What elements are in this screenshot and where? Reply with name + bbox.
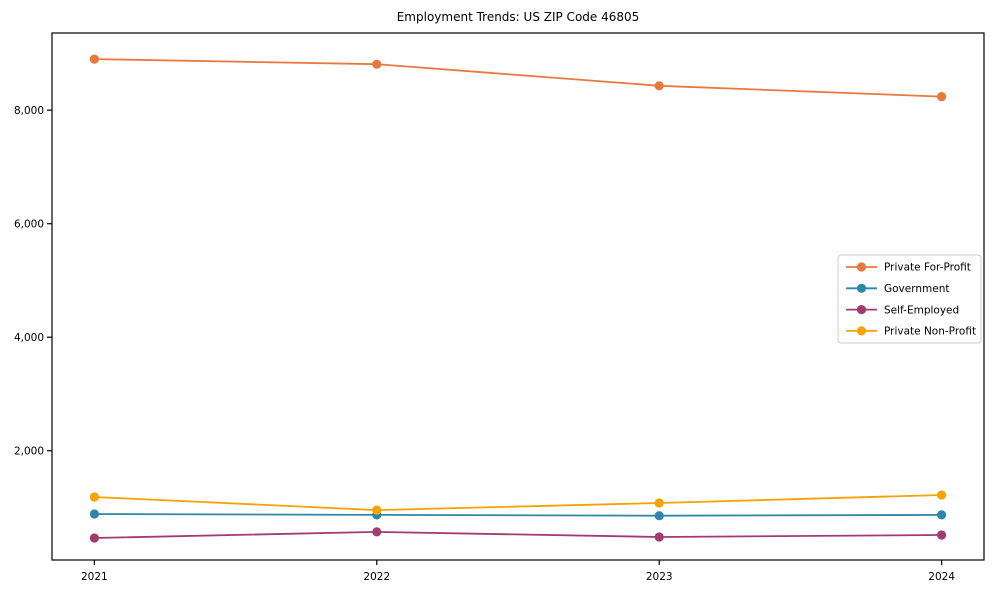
legend-marker-private-for-profit bbox=[856, 262, 867, 272]
legend-marker-private-non-profit bbox=[856, 326, 867, 336]
legend-item-self-employed: Self-Employed bbox=[846, 304, 959, 316]
data-point-private-non-profit-2023 bbox=[654, 498, 664, 508]
legend-label-government: Government bbox=[884, 283, 949, 295]
legend-label-private-non-profit: Private Non-Profit bbox=[884, 326, 976, 338]
series-line-private-non-profit bbox=[94, 494, 942, 512]
data-point-private-for-profit-2024 bbox=[937, 92, 947, 102]
plot-area: 2,000 4,000 6,000 8,000 2021 2022 2023 2024 Priv… bbox=[14, 32, 985, 583]
data-point-government-2021 bbox=[89, 509, 99, 519]
series-line-private-for-profit bbox=[94, 58, 942, 98]
x-tick-label: 2024 bbox=[928, 571, 955, 583]
series-government bbox=[89, 509, 947, 521]
x-tick-label: 2023 bbox=[646, 571, 673, 583]
series-self-employed bbox=[89, 527, 947, 543]
legend-item-government: Government bbox=[846, 283, 949, 295]
y-tick-label: 2,000 bbox=[14, 445, 44, 457]
data-point-self-employed-2023 bbox=[654, 532, 664, 542]
data-point-private-non-profit-2024 bbox=[937, 490, 947, 500]
data-point-private-for-profit-2023 bbox=[654, 81, 664, 91]
data-point-private-for-profit-2022 bbox=[372, 59, 382, 69]
legend-item-private-non-profit: Private Non-Profit bbox=[846, 326, 976, 338]
data-point-self-employed-2022 bbox=[372, 527, 382, 537]
data-point-government-2023 bbox=[654, 511, 664, 521]
y-tick-label: 6,000 bbox=[14, 218, 44, 230]
legend-item-private-for-profit: Private For-Profit bbox=[846, 262, 971, 274]
series-line-government bbox=[94, 513, 942, 517]
data-point-self-employed-2021 bbox=[89, 533, 99, 543]
x-axis: 2021 2022 2023 2024 bbox=[81, 560, 955, 583]
legend-label-self-employed: Self-Employed bbox=[884, 304, 959, 316]
data-point-private-for-profit-2021 bbox=[89, 54, 99, 64]
data-point-private-non-profit-2021 bbox=[89, 492, 99, 502]
legend-label-private-for-profit: Private For-Profit bbox=[884, 262, 971, 274]
chart-title: Employment Trends: US ZIP Code 46805 bbox=[397, 10, 640, 24]
x-tick-label: 2022 bbox=[363, 571, 390, 583]
legend-marker-self-employed bbox=[856, 305, 867, 315]
y-tick-label: 4,000 bbox=[14, 332, 44, 344]
legend-marker-government bbox=[856, 283, 867, 293]
y-tick-label: 8,000 bbox=[14, 105, 44, 117]
series-private-for-profit bbox=[89, 54, 947, 102]
series-line-self-employed bbox=[94, 531, 942, 539]
data-point-government-2024 bbox=[937, 510, 947, 520]
data-point-private-non-profit-2022 bbox=[372, 505, 382, 515]
legend-box bbox=[837, 254, 982, 344]
y-axis: 2,000 4,000 6,000 8,000 bbox=[14, 105, 52, 457]
axes-frame bbox=[51, 32, 985, 561]
series-private-non-profit bbox=[89, 490, 947, 515]
legend: Private For-Profit Government Self-Employe… bbox=[837, 254, 982, 344]
data-point-self-employed-2024 bbox=[937, 530, 947, 540]
x-tick-label: 2021 bbox=[81, 571, 108, 583]
